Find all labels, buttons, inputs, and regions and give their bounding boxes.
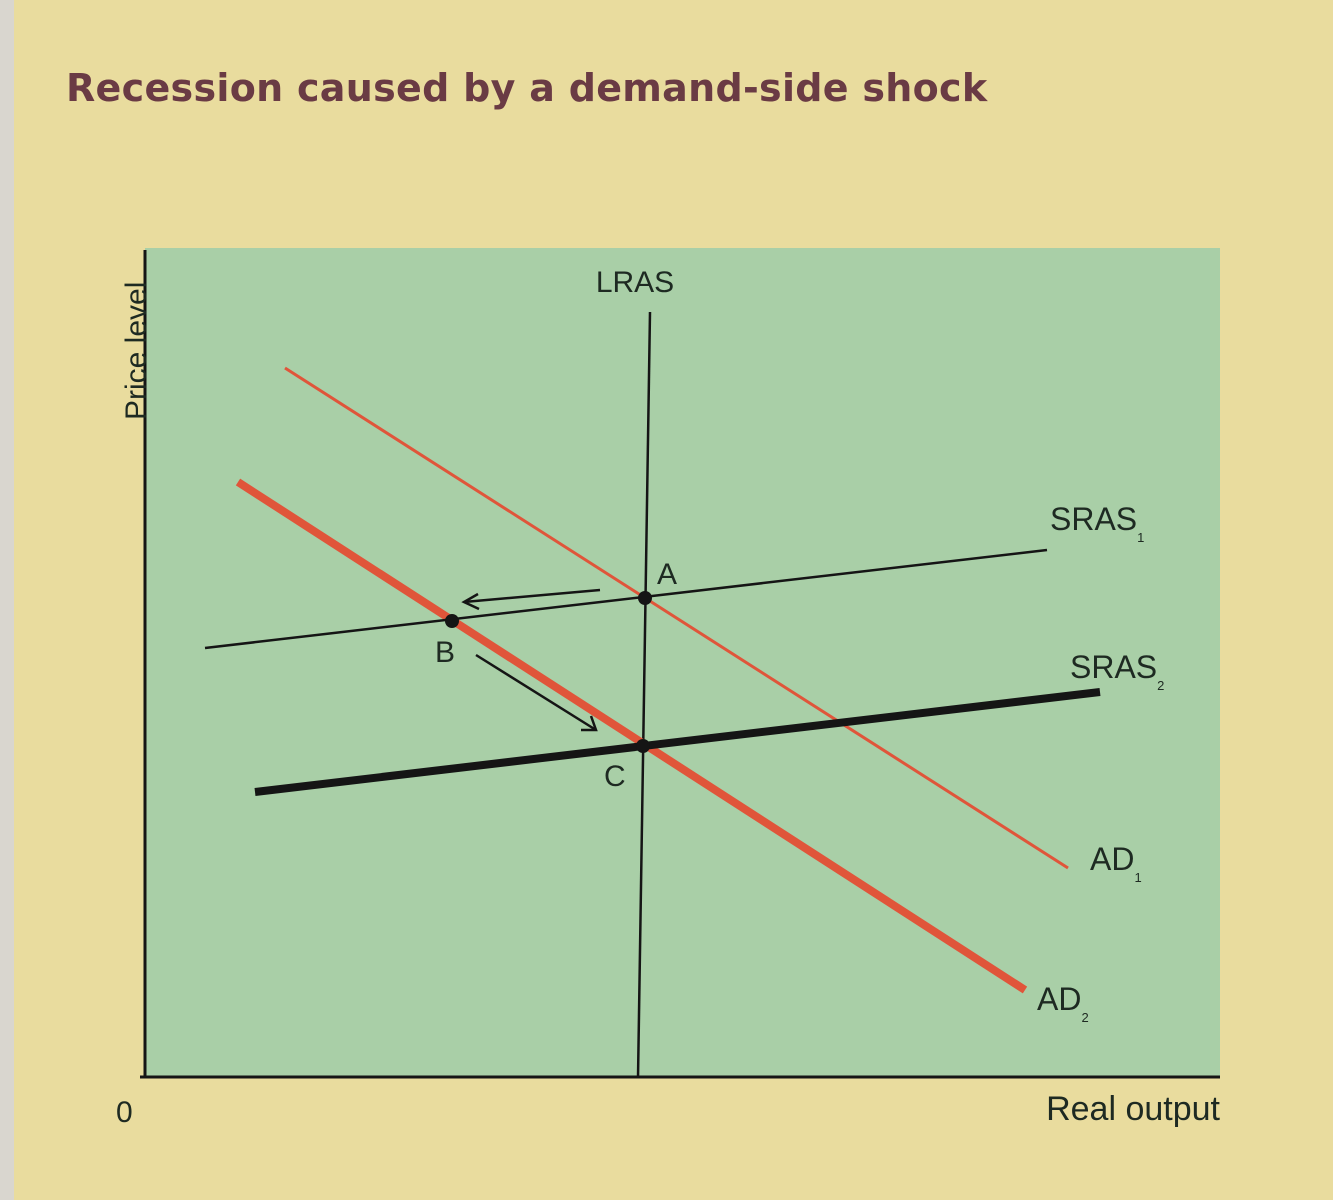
sras2-label-text: SRAS [1070,649,1157,685]
arrow-b-to-c [475,653,598,732]
sras2-line [254,688,1101,796]
ad1-subscript: 1 [1134,870,1141,885]
ad2-label-text: AD [1037,981,1081,1017]
origin-label: 0 [116,1096,133,1129]
point-b [445,614,459,628]
sras2-subscript: 2 [1157,678,1164,693]
point-a [638,591,652,605]
plot-area [145,248,1220,1078]
arrow-a-to-b [461,588,601,611]
ad1-line [284,366,1069,870]
ad2-line [235,478,1028,994]
ad1-label: AD1 [1090,841,1142,885]
sras2-label: SRAS2 [1070,649,1164,693]
x-axis-label: Real output [1046,1090,1220,1128]
sras1-line [204,548,1048,650]
y-axis-label: Price level [120,282,153,420]
page-edge [0,0,14,1200]
point-a-label: A [657,558,677,591]
sras1-label-text: SRAS [1050,501,1137,537]
lras-label: LRAS [596,266,674,299]
ad2-label: AD2 [1037,981,1089,1025]
ad2-subscript: 2 [1081,1010,1088,1025]
point-c [636,739,650,753]
point-b-label: B [435,636,455,669]
ad1-label-text: AD [1090,841,1134,877]
diagram-title: Recession caused by a demand-side shock [66,66,988,110]
sras1-label: SRAS1 [1050,501,1144,545]
sras1-subscript: 1 [1137,530,1144,545]
lras-line [636,311,652,1079]
point-c-label: C [604,760,626,793]
